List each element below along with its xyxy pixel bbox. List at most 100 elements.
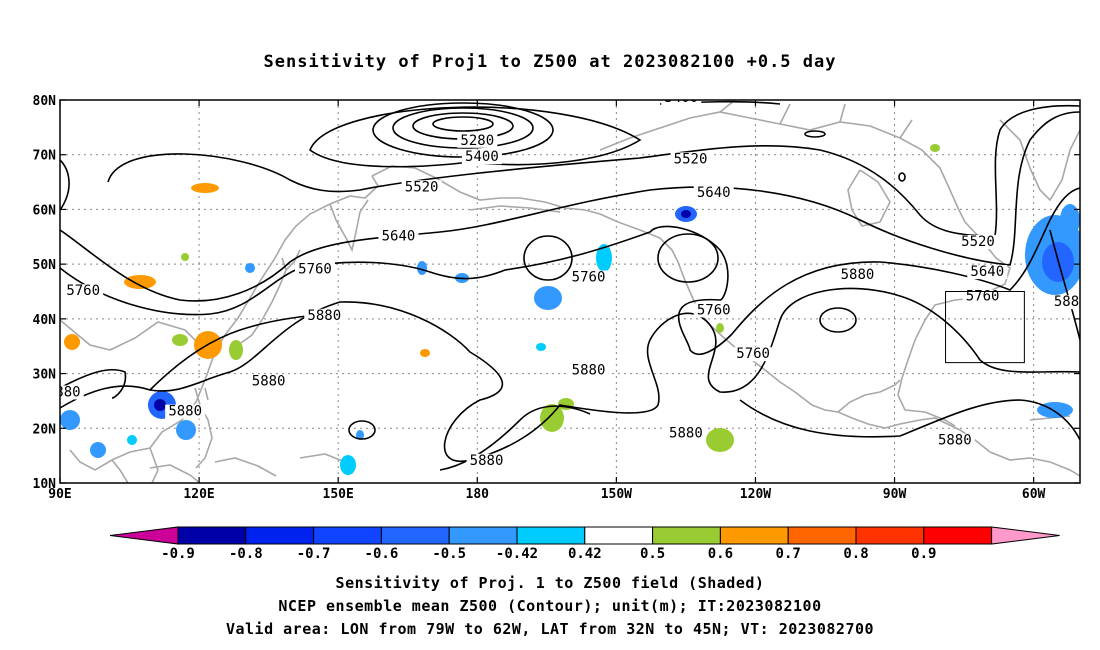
contour-label: 5640 — [697, 185, 731, 201]
shade-blob — [930, 144, 940, 152]
shade-blob — [64, 334, 80, 350]
shade-blob — [534, 286, 562, 310]
contour-label: 5520 — [674, 151, 708, 167]
axis-ticks — [59, 99, 1080, 484]
contour-label: 5880 — [47, 384, 81, 400]
shade-blob — [1060, 204, 1080, 236]
footer-line-3: Valid area: LON from 79W to 62W, LAT fro… — [225, 620, 875, 638]
colorbar-box — [652, 526, 721, 545]
lon-tick-label: 120E — [183, 487, 214, 502]
shade-blob — [172, 334, 188, 346]
shade-blob — [127, 435, 137, 445]
contour-label: 5280 — [460, 133, 494, 149]
shade-blob — [340, 455, 356, 475]
colorbar-box — [448, 526, 518, 545]
contour-label-bg — [165, 404, 206, 419]
contour-east-atlantic — [1049, 229, 1080, 341]
shade-blob — [420, 349, 430, 357]
contour-label-bg — [962, 289, 1003, 304]
contour-label-bg — [1050, 295, 1080, 310]
colorbar-box — [380, 526, 450, 545]
contour-labels: 5400540052805520552055205640564056405760… — [47, 90, 1080, 469]
lon-tick-label: 60W — [1022, 487, 1046, 502]
contour-closed-small — [804, 130, 826, 138]
colorbar-label: -0.8 — [229, 546, 263, 562]
contour-label-bg — [295, 262, 335, 277]
shade-blob — [60, 410, 80, 430]
colorbar-box — [245, 526, 315, 545]
contour-label-bg — [837, 267, 878, 282]
contour-5520 — [107, 104, 1080, 237]
coastline-taiwan — [204, 387, 209, 401]
contour-5880-asia — [149, 313, 331, 391]
contour-label: 5520 — [961, 234, 995, 250]
lat-tick-label: 50N — [33, 258, 57, 273]
contour-label: 5760 — [66, 283, 100, 299]
contour-5400 — [309, 106, 642, 168]
contour-label: 5760 — [966, 289, 1000, 305]
shade-blob — [154, 399, 166, 411]
colorbar-label: 0.9 — [911, 546, 936, 562]
contour-5880-pacific — [439, 405, 591, 471]
shade-blob — [596, 244, 612, 272]
shade-blob — [536, 343, 546, 351]
contour-closed-5760 — [657, 233, 719, 283]
contour-label-bg — [248, 374, 289, 389]
contour-label-bg — [693, 185, 734, 200]
map-panel: 5400540052805520552055205640564056405760… — [33, 90, 1081, 502]
contour-label-bg — [304, 308, 345, 323]
coastline-indochina — [111, 447, 159, 483]
contour-label-bg — [466, 453, 507, 468]
colorbar-label: 0.7 — [776, 546, 801, 562]
shade-blob — [706, 428, 734, 452]
colorbar-box — [787, 526, 857, 545]
contour-closed-small — [898, 172, 906, 182]
shade-blob — [245, 263, 255, 273]
colorbar-box — [313, 526, 382, 545]
lat-tick-label: 40N — [33, 313, 57, 328]
lat-tick-label: 60N — [33, 203, 57, 218]
contour-low-center — [432, 116, 494, 132]
coastline-arctic-islands — [719, 100, 913, 139]
lon-tick-label: 150E — [323, 487, 354, 502]
lat-tick-label: 10N — [33, 477, 57, 492]
colorbar-box — [177, 526, 247, 545]
shade-blob — [229, 340, 243, 360]
shade-blob — [356, 430, 364, 440]
shade-blob — [417, 261, 427, 275]
contour-5880 — [60, 287, 1080, 463]
colorbar-box — [855, 526, 925, 545]
contour-label-bg — [568, 363, 609, 378]
shade-blob — [124, 275, 156, 289]
contour-label-bg — [457, 133, 498, 148]
contour-label-bg — [967, 265, 1008, 280]
contour-label-bg — [665, 426, 706, 441]
contour-label: 5640 — [970, 264, 1004, 280]
coastline-gulf-mexico — [837, 379, 901, 413]
contour-label-bg — [568, 270, 609, 285]
lon-tick-label: 150W — [601, 487, 632, 502]
colorbar-arrow-high — [991, 526, 1060, 545]
colorbar-arrow-low — [109, 526, 179, 545]
contour-label: 5400 — [664, 90, 698, 106]
contour-label-bg — [378, 229, 419, 244]
colorbar-label: 0.5 — [640, 546, 665, 562]
shade-blob — [191, 183, 219, 193]
contour-label: 5520 — [405, 179, 439, 195]
contour-label-bg — [401, 180, 442, 195]
contour-label: 5880 — [307, 308, 341, 324]
contour-label: 5880 — [938, 433, 972, 449]
shade-blob — [540, 404, 564, 432]
contour-label-bg — [661, 100, 702, 106]
lat-tick-label: 70N — [33, 149, 57, 164]
colorbar-box — [584, 526, 654, 545]
contour-label-bg — [733, 347, 774, 362]
contour-5880-west — [60, 368, 127, 399]
contour-label: 5880 — [470, 453, 504, 469]
map-frame — [59, 99, 1081, 484]
coastline-aleutians — [469, 205, 561, 213]
colorbar-box — [719, 526, 789, 545]
axis-tick-labels: 90E 120E 150E 180 150W 120W 90W 60W 10N 20N 30N 40N… — [33, 94, 1046, 502]
contour-closed-5880 — [348, 420, 376, 440]
